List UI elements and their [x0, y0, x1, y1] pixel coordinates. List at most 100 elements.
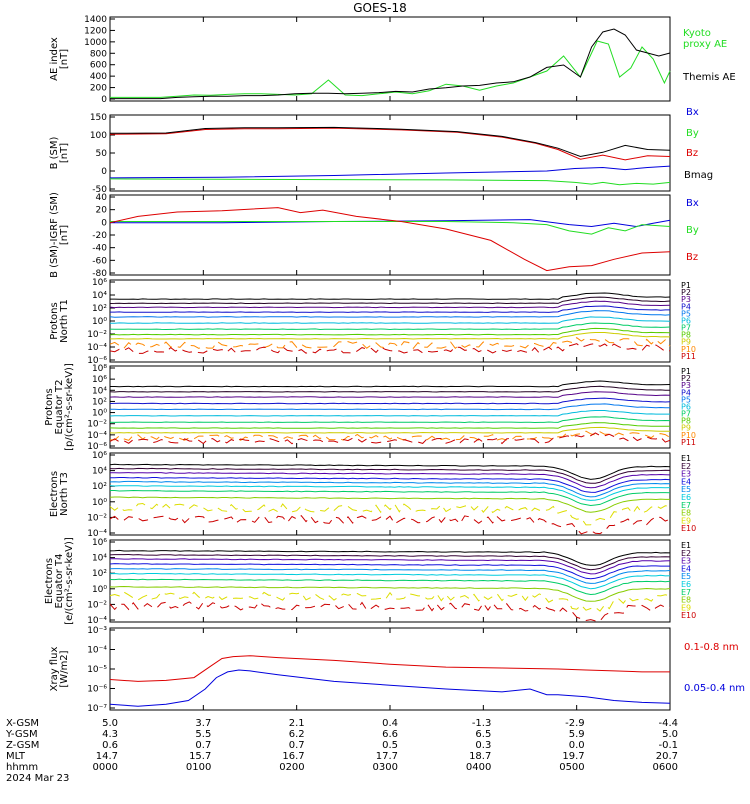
y-tick-label: 10² — [92, 397, 107, 407]
footer-value-x_gsm: 5.0 — [102, 718, 118, 729]
channel-label-p3: P3 — [681, 381, 691, 390]
channel-label-e3: E3 — [681, 557, 691, 566]
flux-trace-p9 — [110, 332, 671, 340]
y-tick-label: 10⁰ — [92, 585, 107, 595]
flux-trace-p8 — [109, 422, 670, 429]
channel-label-p11: P11 — [681, 438, 696, 447]
y-axis-label: B (SM)-IGRF (SM) — [49, 192, 60, 278]
flux-trace-e10 — [109, 601, 671, 622]
y-tick-label: 10⁻² — [87, 600, 107, 610]
footer-value-x_gsm: -4.4 — [658, 718, 678, 729]
y-axis-label: Xray flux — [49, 647, 60, 692]
channel-label-e8: E8 — [681, 596, 691, 605]
y-tick-label: 40 — [96, 193, 108, 203]
series-line-bz — [109, 127, 671, 161]
y-tick-label: 10⁶ — [92, 278, 107, 288]
footer-value-mlt: 19.7 — [562, 751, 584, 762]
channel-label-p3: P3 — [681, 295, 691, 304]
footer-value-z_gsm: 0.7 — [289, 740, 305, 751]
channel-label-p5: P5 — [681, 309, 691, 318]
panel-xray: 10⁻³ 10⁻⁴ 10⁻⁵ 10⁻⁶ 10⁻⁷ Xray flux [W/m2] 0.1-0… — [49, 626, 745, 714]
y-axis-label: AE index — [49, 37, 60, 81]
legend-entry: Themis AE — [682, 72, 736, 83]
footer-value-hhmm: 0500 — [559, 762, 584, 773]
legend-entry: Kyoto — [683, 28, 711, 39]
channel-label-p7: P7 — [681, 324, 691, 333]
flux-trace-p2 — [109, 385, 670, 393]
footer-value-z_gsm: 0.3 — [475, 740, 491, 751]
legend-entry: 0.1-0.8 nm — [684, 642, 739, 653]
y-tick-label: 10⁶ — [92, 451, 107, 461]
y-axis-label: North T3 — [59, 472, 70, 516]
y-tick-label: 10⁻⁶ — [87, 685, 107, 695]
panel-frame — [109, 365, 671, 449]
footer-value-hhmm: 0400 — [466, 762, 491, 773]
y-tick-label: 10² — [92, 569, 107, 579]
y-tick-label: 10⁰ — [92, 498, 107, 508]
legend-entry: Bx — [686, 107, 699, 118]
channel-label-e7: E7 — [681, 501, 691, 510]
footer-row-label: Z-GSM — [6, 740, 39, 751]
y-axis-label: Electrons — [49, 471, 60, 517]
flux-trace-e7 — [109, 578, 671, 596]
channel-label-p2: P2 — [681, 374, 691, 383]
channel-label-e6: E6 — [681, 580, 691, 589]
channel-label-p2: P2 — [681, 288, 691, 297]
y-tick-label: 1200 — [84, 26, 107, 36]
legend-entry: Bx — [686, 198, 699, 209]
footer-value-z_gsm: 0.5 — [382, 740, 398, 751]
y-axis-label: North T1 — [59, 299, 70, 343]
legend-entry: proxy AE — [683, 39, 727, 50]
flux-trace-p10 — [109, 337, 671, 350]
flux-trace-p3 — [109, 300, 671, 309]
footer-value-mlt: 20.7 — [656, 751, 678, 762]
y-tick-label: 10⁻⁷ — [87, 704, 107, 714]
y-axis-label: [e/(cm²-s-sr-keV)] — [64, 537, 75, 625]
flux-trace-e6 — [109, 572, 671, 590]
y-tick-label: -80 — [92, 269, 107, 279]
legend-entry: Bmag — [684, 170, 713, 181]
channel-label-e9: E9 — [681, 603, 691, 612]
footer-value-hhmm: 0300 — [373, 762, 398, 773]
y-tick-label: 10⁻⁴ — [87, 646, 107, 656]
channel-label-e2: E2 — [681, 549, 691, 558]
y-tick-label: 10² — [92, 482, 107, 492]
y-tick-label: 800 — [90, 49, 107, 59]
footer-value-y_gsm: 6.5 — [475, 729, 491, 740]
channel-label-p1: P1 — [681, 281, 691, 290]
y-tick-label: 10⁻⁴ — [87, 431, 107, 441]
flux-trace-e3 — [110, 558, 671, 575]
flux-trace-p2 — [109, 296, 671, 305]
flux-trace-p11 — [109, 343, 671, 354]
y-tick-label: 10⁰ — [92, 317, 107, 327]
y-axis-label: [nT] — [59, 143, 70, 163]
footer-value-mlt: 16.7 — [282, 751, 304, 762]
footer-value-mlt: 18.7 — [469, 751, 491, 762]
y-tick-label: 10⁴ — [92, 386, 107, 396]
flux-trace-p1 — [110, 292, 671, 300]
y-tick-label: 10⁰ — [92, 409, 107, 419]
y-tick-label: 10⁸ — [92, 364, 107, 374]
flux-trace-e5 — [109, 568, 671, 584]
flux-trace-p8 — [109, 327, 671, 336]
channel-label-e10: E10 — [681, 524, 696, 533]
footer-value-x_gsm: 3.7 — [195, 718, 211, 729]
flux-trace-e1 — [109, 463, 671, 480]
channel-label-e5: E5 — [681, 485, 691, 494]
panel-pnt1: 10⁶ 10⁴ 10² 10⁰ 10⁻² 10⁻⁴ 10⁻⁶ Protons North T1 P… — [49, 278, 696, 366]
y-tick-label: 0 — [101, 167, 107, 177]
y-tick-label: 10⁻³ — [87, 626, 107, 636]
flux-trace-p7 — [109, 416, 671, 424]
y-tick-label: -40 — [92, 244, 107, 254]
channel-label-p6: P6 — [681, 402, 691, 411]
footer-value-hhmm: 0100 — [186, 762, 211, 773]
y-tick-label: 10⁻² — [87, 513, 107, 523]
flux-trace-p5 — [109, 403, 670, 411]
flux-trace-e2 — [109, 553, 671, 571]
series-line-by — [110, 221, 671, 235]
y-tick-label: 100 — [90, 131, 107, 141]
y-tick-label: 0 — [101, 218, 107, 228]
